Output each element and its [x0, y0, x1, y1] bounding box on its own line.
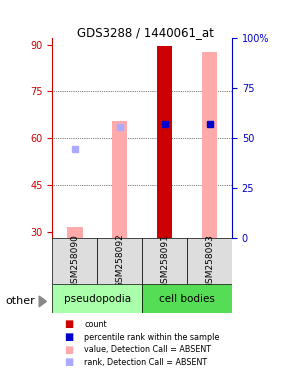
- Text: GSM258090: GSM258090: [70, 234, 79, 288]
- Text: ■: ■: [64, 319, 73, 329]
- Bar: [157, 46, 173, 238]
- Text: cell bodies: cell bodies: [159, 293, 215, 304]
- Bar: [112, 121, 128, 238]
- Text: ■: ■: [64, 358, 73, 367]
- Text: rank, Detection Call = ABSENT: rank, Detection Call = ABSENT: [84, 358, 207, 367]
- FancyArrow shape: [39, 296, 46, 307]
- FancyBboxPatch shape: [52, 284, 142, 313]
- FancyBboxPatch shape: [142, 238, 187, 284]
- FancyBboxPatch shape: [97, 238, 142, 284]
- Text: value, Detection Call = ABSENT: value, Detection Call = ABSENT: [84, 345, 211, 354]
- Bar: [202, 53, 218, 238]
- Text: percentile rank within the sample: percentile rank within the sample: [84, 333, 220, 342]
- Text: GSM258093: GSM258093: [205, 234, 214, 288]
- Text: pseudopodia: pseudopodia: [64, 293, 131, 304]
- Text: other: other: [6, 296, 36, 306]
- FancyBboxPatch shape: [142, 284, 232, 313]
- FancyBboxPatch shape: [187, 238, 232, 284]
- Text: GSM258092: GSM258092: [115, 234, 124, 288]
- Bar: [67, 227, 83, 238]
- Text: count: count: [84, 320, 107, 329]
- Text: GSM258091: GSM258091: [160, 234, 169, 288]
- Text: ■: ■: [64, 332, 73, 342]
- Text: GDS3288 / 1440061_at: GDS3288 / 1440061_at: [77, 26, 213, 39]
- FancyBboxPatch shape: [52, 238, 97, 284]
- Text: ■: ■: [64, 345, 73, 355]
